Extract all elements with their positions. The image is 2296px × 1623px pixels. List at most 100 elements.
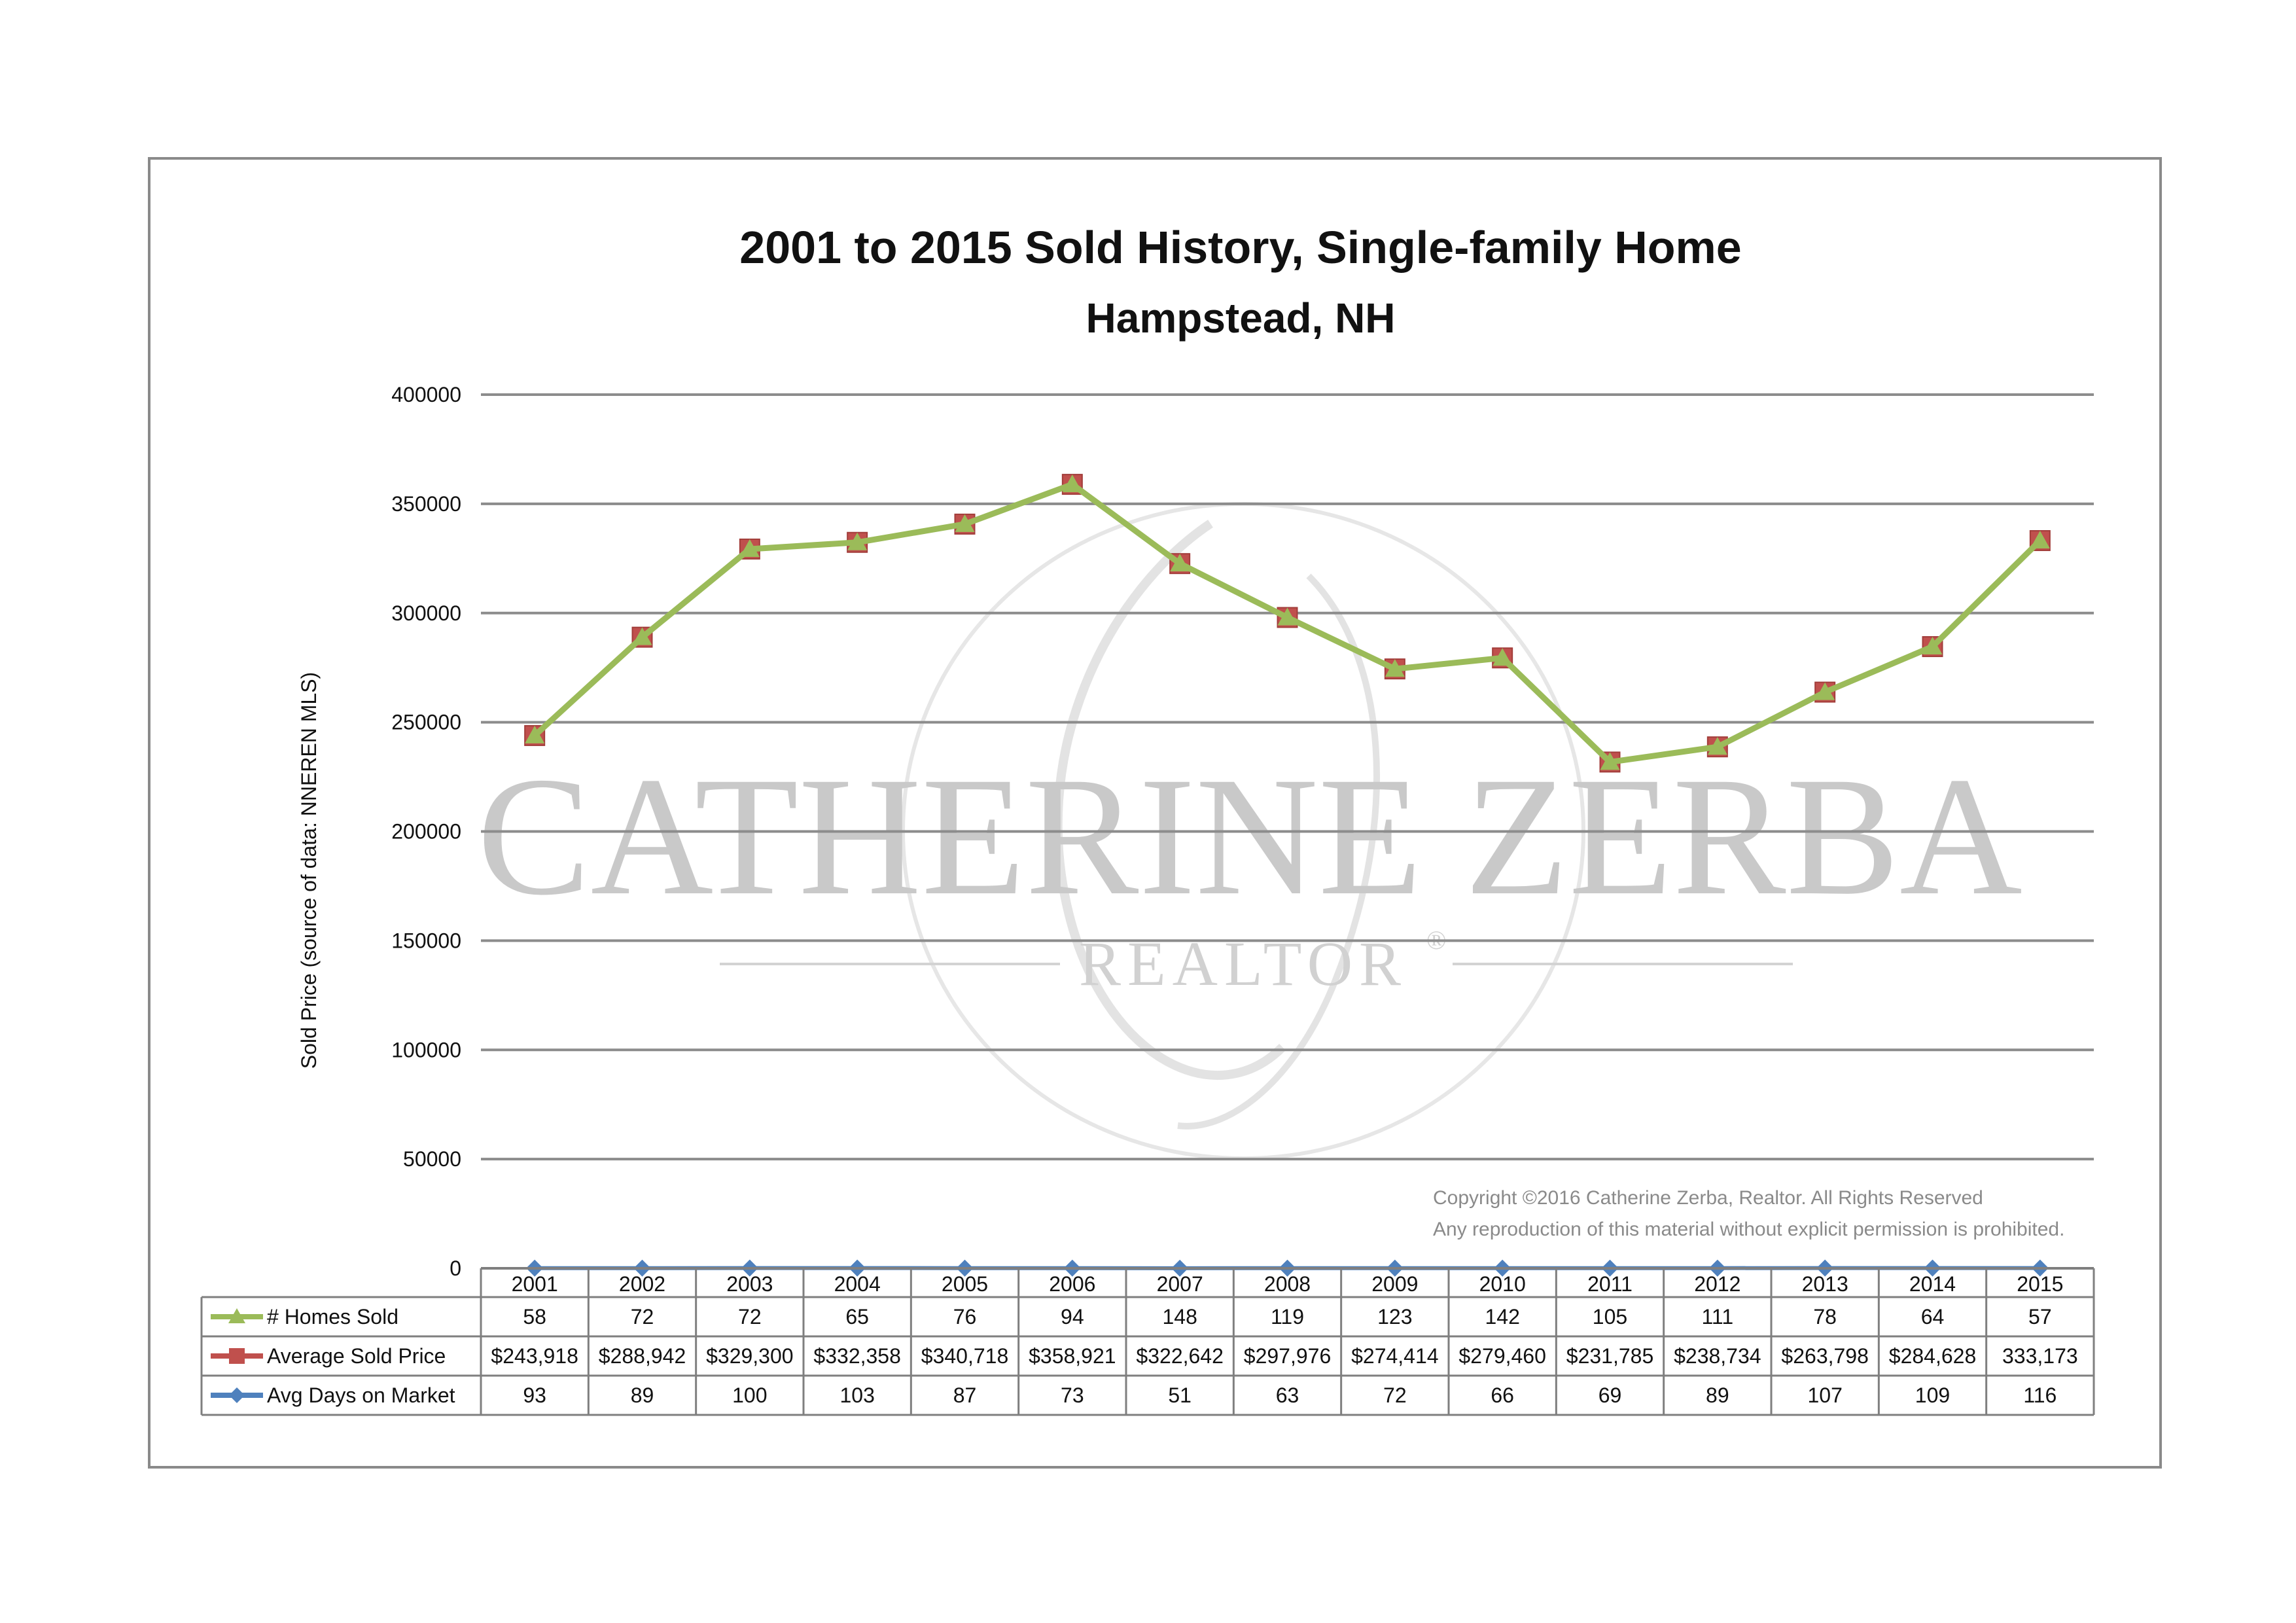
x-tick-label: 2008 (1264, 1272, 1311, 1296)
table-cell: 105 (1593, 1305, 1627, 1329)
data-point-triangle (2030, 531, 2050, 549)
table-cell: 57 (2028, 1305, 2052, 1329)
table-cell: 123 (1377, 1305, 1412, 1329)
data-point-triangle (1062, 474, 1082, 493)
table-cell: $340,718 (921, 1344, 1008, 1368)
table-cell: 107 (1807, 1383, 1842, 1407)
table-cell: 78 (1813, 1305, 1837, 1329)
table-cell: 103 (839, 1383, 874, 1407)
table-cell: 119 (1271, 1305, 1304, 1329)
table-cell: $279,460 (1458, 1344, 1545, 1368)
chart-frame (148, 157, 2162, 1469)
data-point-triangle (1815, 682, 1835, 700)
table-cell: $243,918 (491, 1344, 578, 1368)
table-cell: 94 (1061, 1305, 1084, 1329)
y-tick-label: 50000 (403, 1147, 461, 1171)
x-tick-label: 2011 (1587, 1272, 1633, 1296)
data-point-triangle (955, 514, 975, 532)
legend-key-marker (228, 1308, 245, 1323)
table-cell: 63 (1276, 1383, 1299, 1407)
x-tick-label: 2014 (1909, 1272, 1956, 1296)
table-cell: $322,642 (1136, 1344, 1223, 1368)
watermark-name: CATHERINE ZERBA (477, 742, 2022, 931)
table-cell: $284,628 (1889, 1344, 1976, 1368)
legend-entry: # Homes Sold (267, 1305, 398, 1329)
x-tick-label: 2009 (1371, 1272, 1418, 1296)
table-cell: 109 (1915, 1383, 1950, 1407)
x-tick-label: 2006 (1049, 1272, 1095, 1296)
y-tick-label: 350000 (391, 492, 461, 516)
table-cell: 87 (953, 1383, 977, 1407)
data-point-triangle (525, 725, 545, 743)
y-axis-label: Sold Price (source of data: NNEREN MLS) (297, 672, 321, 1069)
x-tick-label: 2010 (1479, 1272, 1526, 1296)
x-tick-label: 2015 (2017, 1272, 2063, 1296)
y-tick-label: 0 (450, 1257, 461, 1280)
data-point-triangle (1922, 637, 1943, 655)
table-cell: 76 (953, 1305, 977, 1329)
table-cell: 89 (631, 1383, 654, 1407)
data-point-triangle (1277, 607, 1298, 626)
table-cell: 333,173 (2002, 1344, 2078, 1368)
y-tick-label: 300000 (391, 601, 461, 625)
table-cell: $238,734 (1674, 1344, 1761, 1368)
chart-subtitle: Hampstead, NH (1086, 294, 1396, 342)
table-cell: 69 (1598, 1383, 1622, 1407)
y-tick-label: 100000 (391, 1038, 461, 1061)
y-tick-labels: 0 50000 100000 150000 200000 250000 300000 3500… (391, 383, 461, 1280)
data-point-triangle (632, 627, 652, 645)
legend-entry: Avg Days on Market (267, 1383, 455, 1407)
y-tick-label: 250000 (391, 711, 461, 734)
table-cell: 51 (1168, 1383, 1192, 1407)
table-cell: 72 (1383, 1383, 1407, 1407)
table-cell: 73 (1061, 1383, 1084, 1407)
table-cell: $297,976 (1244, 1344, 1331, 1368)
table-cell: 116 (2023, 1383, 2057, 1407)
x-tick-label: 2013 (1802, 1272, 1848, 1296)
table-cell: $263,798 (1781, 1344, 1868, 1368)
table-cell: 72 (631, 1305, 654, 1329)
legend-entry: Average Sold Price (267, 1344, 446, 1368)
watermark-tagline: REALTOR (1079, 929, 1407, 999)
table-cell: 142 (1485, 1305, 1519, 1329)
data-point-triangle (1170, 554, 1190, 572)
table-cell: 58 (523, 1305, 546, 1329)
data-point-triangle (847, 532, 868, 550)
chart-title: 2001 to 2015 Sold History, Single-family… (739, 222, 1741, 273)
data-point-triangle (1385, 659, 1405, 677)
x-tick-label: 2012 (1694, 1272, 1740, 1296)
y-tick-label: 150000 (391, 929, 461, 952)
data-table: 2001 2002 2003 2004 2005 2006 2007 2008 2009 2010… (200, 1267, 2095, 1416)
table-cell: 72 (738, 1305, 762, 1329)
x-tick-label: 2007 (1157, 1272, 1203, 1296)
table-cell: 66 (1491, 1383, 1514, 1407)
table-cell: 148 (1162, 1305, 1197, 1329)
data-point-triangle (739, 539, 760, 557)
table-cell: $332,358 (813, 1344, 900, 1368)
data-point-triangle (1707, 737, 1727, 755)
y-tick-label: 400000 (391, 383, 461, 406)
table-cell: $274,414 (1351, 1344, 1438, 1368)
reproduction-notice: Any reproduction of this material withou… (1433, 1219, 2064, 1240)
gridlines (481, 393, 2094, 1270)
table-cell: 111 (1702, 1305, 1734, 1329)
x-tick-label: 2004 (834, 1272, 881, 1296)
table-cell: 65 (845, 1305, 869, 1329)
table-cell: 93 (523, 1383, 546, 1407)
data-point-triangle (1492, 648, 1513, 666)
y-tick-label: 200000 (391, 820, 461, 844)
table-cell: $288,942 (599, 1344, 686, 1368)
x-tick-label: 2002 (619, 1272, 665, 1296)
table-cell: 100 (732, 1383, 767, 1407)
x-tick-label: 2005 (942, 1272, 988, 1296)
table-cell: $358,921 (1029, 1344, 1116, 1368)
x-tick-label: 2001 (512, 1272, 558, 1296)
legend-key-marker (229, 1348, 245, 1364)
table-cell: 64 (1921, 1305, 1945, 1329)
table-cell: $231,785 (1566, 1344, 1653, 1368)
legend-key-marker (229, 1387, 245, 1403)
copyright-line: Copyright ©2016 Catherine Zerba, Realtor… (1433, 1187, 1983, 1209)
data-point-triangle (1600, 752, 1620, 770)
table-cell: $329,300 (706, 1344, 793, 1368)
